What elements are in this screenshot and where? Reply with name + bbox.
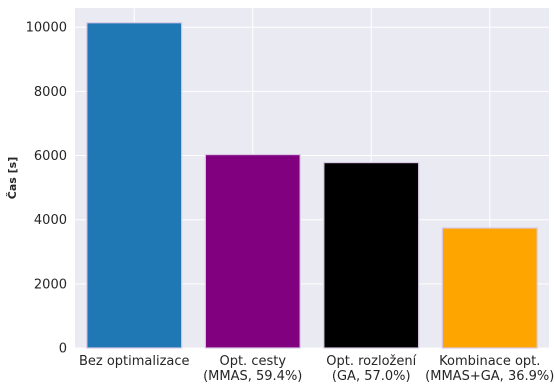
y-axis-title: Čas [s] [6,157,19,199]
x-tick-label: Bez optimalizace [79,354,190,369]
x-tick-label: Opt. rozložení [326,354,416,369]
y-tick-label: 8000 [34,85,67,100]
x-tick-label: Opt. cesty [219,354,286,369]
bar [204,153,301,349]
y-tick-label: 0 [59,342,67,357]
y-tick-label: 2000 [34,277,67,292]
bars [86,22,538,349]
x-tick-labels: Bez optimalizace Opt. cesty(MMAS, 59.4%) O… [79,354,554,384]
y-tick-label: 6000 [34,149,67,164]
y-tick-label: 4000 [34,213,67,228]
x-tick-label: (GA, 57.0%) [332,369,411,384]
y-tick-label: 10000 [26,21,67,36]
bar [323,162,420,349]
x-tick-label: Kombinace opt. [439,354,540,369]
bar [86,22,183,349]
x-tick-label: (MMAS, 59.4%) [203,369,302,384]
x-tick-label: (MMAS+GA, 36.9%) [425,369,554,384]
y-tick-labels: 0 2000 4000 6000 8000 10000 [26,21,67,357]
bar [441,227,538,349]
